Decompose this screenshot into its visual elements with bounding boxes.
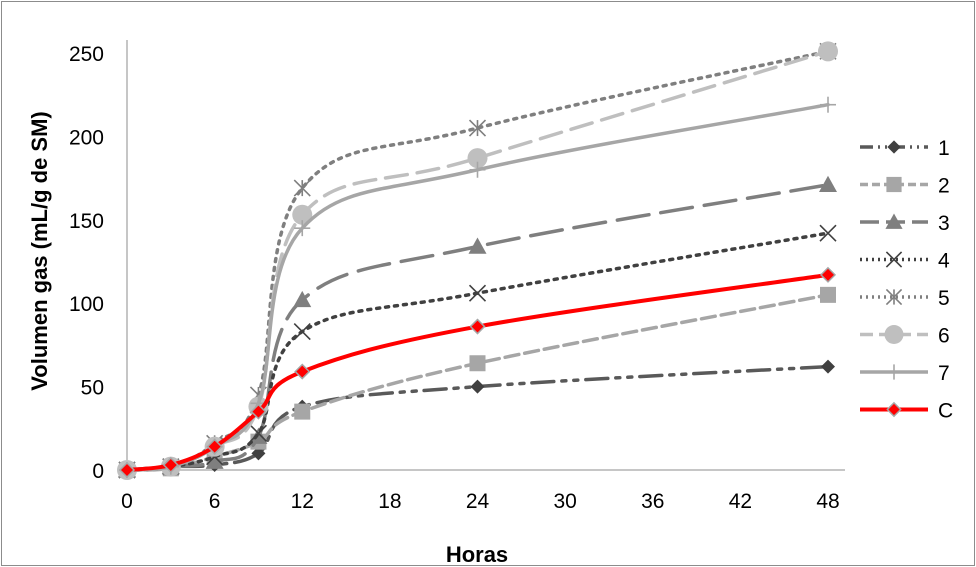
legend-label: 4: [938, 250, 950, 273]
data-point: [884, 325, 904, 344]
legend-item-2: 2: [860, 175, 950, 198]
data-point: [251, 446, 266, 461]
legend-label: 3: [938, 212, 950, 235]
data-point: [820, 286, 836, 303]
series-line: [125, 231, 830, 472]
series-line: [125, 183, 830, 472]
legend-label: 1: [938, 137, 950, 160]
data-point: [467, 148, 488, 169]
data-point: [886, 364, 902, 380]
data-point: [885, 251, 903, 268]
data-point: [293, 322, 311, 341]
data-point: [292, 204, 313, 225]
data-point: [468, 237, 487, 254]
legend-item-4: 4: [860, 250, 950, 273]
data-point: [206, 438, 223, 455]
y-tick-label: 50: [81, 377, 104, 400]
data-point: [886, 176, 902, 193]
series-5: [118, 42, 837, 479]
series-line: [125, 49, 830, 472]
legend-item-7: 7: [860, 362, 950, 385]
data-point: [118, 461, 136, 479]
data-point: [468, 119, 487, 137]
data-point: [818, 41, 838, 62]
y-tick-label: 200: [69, 126, 104, 149]
series-layer: [117, 41, 838, 480]
data-point: [293, 290, 312, 308]
axes: 0 50 100 150 200 250 0 6 12 18 24 30 36 42 48: [69, 40, 845, 513]
data-point: [468, 284, 487, 302]
legend: 1 2 3 4 5 6 7 C: [860, 137, 953, 423]
legend-label: 2: [938, 175, 950, 198]
y-tick-label: 250: [69, 43, 104, 66]
x-axis-title: Horas: [446, 542, 508, 567]
data-point: [885, 288, 903, 306]
y-tick-label: 100: [69, 293, 104, 316]
y-tick-label: 150: [69, 210, 104, 233]
legend-label: 6: [938, 325, 950, 348]
data-point: [250, 403, 267, 420]
data-point: [819, 224, 837, 242]
legend-label: 5: [938, 287, 950, 310]
x-tick-label: 6: [209, 490, 221, 513]
x-tick-label: 30: [553, 490, 576, 513]
legend-item-C: C: [860, 400, 953, 423]
data-point: [294, 220, 311, 237]
data-point: [819, 266, 837, 283]
data-point: [885, 213, 903, 229]
data-point: [294, 403, 311, 420]
x-tick-label: 18: [378, 490, 401, 513]
y-tick-label: 0: [92, 460, 104, 483]
data-point: [819, 175, 837, 192]
series-C: [118, 266, 837, 479]
series-line: [125, 49, 830, 472]
data-point: [887, 140, 901, 154]
legend-item-6: 6: [860, 325, 950, 348]
data-point: [205, 452, 224, 469]
data-point: [469, 161, 486, 178]
data-point: [293, 179, 311, 197]
data-point: [162, 456, 179, 474]
y-axis-title: Volumen gas (mL/g de SM): [27, 111, 52, 391]
data-point: [820, 96, 836, 113]
data-point: [294, 363, 311, 380]
data-point: [469, 318, 486, 335]
legend-item-1: 1: [860, 137, 950, 160]
series-6: [117, 41, 838, 480]
data-point: [469, 355, 486, 372]
legend-item-5: 5: [860, 287, 950, 310]
x-tick-label: 42: [729, 490, 752, 513]
x-tick-label: 36: [641, 490, 664, 513]
legend-label: C: [938, 400, 953, 423]
x-tick-label: 48: [816, 490, 839, 513]
x-tick-label: 12: [291, 490, 314, 513]
x-tick-label: 0: [121, 490, 133, 513]
data-point: [886, 401, 902, 418]
data-point: [821, 359, 835, 374]
x-tick-label: 24: [466, 490, 490, 513]
series-line: [125, 272, 830, 472]
data-point: [470, 379, 485, 394]
legend-item-3: 3: [860, 212, 950, 235]
legend-label: 7: [938, 362, 950, 385]
data-point: [249, 424, 268, 442]
